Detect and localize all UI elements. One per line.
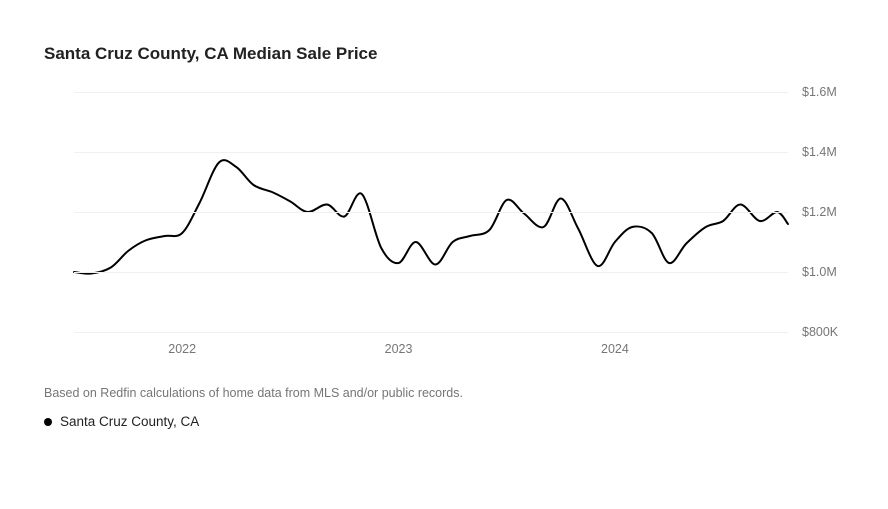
- grid-line: [74, 92, 788, 93]
- plot-region: $800K$1.0M$1.2M$1.4M$1.6M: [74, 92, 788, 332]
- legend-label: Santa Cruz County, CA: [60, 414, 199, 429]
- y-axis-label: $1.2M: [802, 205, 837, 219]
- x-axis-label: 2023: [385, 342, 413, 356]
- legend-marker: [44, 418, 52, 426]
- x-axis: 2022 2023 2024: [74, 342, 788, 366]
- grid-line: [74, 272, 788, 273]
- x-axis-label: 2022: [168, 342, 196, 356]
- series-line: [74, 160, 788, 274]
- y-axis-label: $1.0M: [802, 265, 837, 279]
- chart-title: Santa Cruz County, CA Median Sale Price: [44, 44, 840, 64]
- legend: Santa Cruz County, CA: [44, 414, 840, 429]
- grid-line: [74, 212, 788, 213]
- chart-area: $800K$1.0M$1.2M$1.4M$1.6M 2022 2023 2024: [74, 92, 840, 366]
- x-axis-label: 2024: [601, 342, 629, 356]
- grid-line: [74, 152, 788, 153]
- y-axis-label: $1.4M: [802, 145, 837, 159]
- y-axis-label: $800K: [802, 325, 838, 339]
- y-axis-label: $1.6M: [802, 85, 837, 99]
- grid-line: [74, 332, 788, 333]
- chart-footnote: Based on Redfin calculations of home dat…: [44, 386, 840, 400]
